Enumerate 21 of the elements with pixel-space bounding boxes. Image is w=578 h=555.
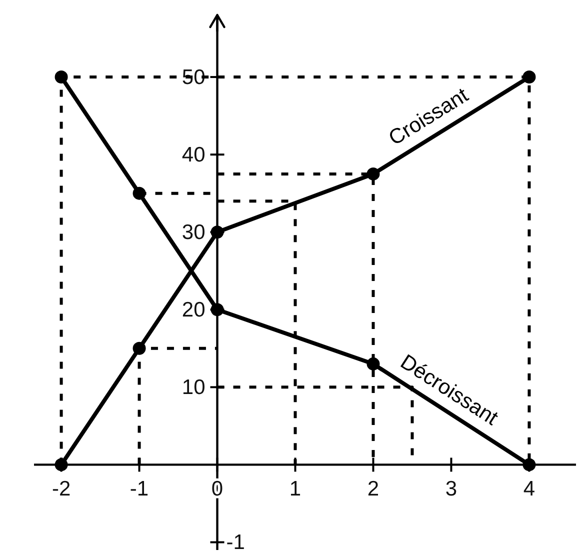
point (132, 186, 146, 200)
x-tick-label: -2 (52, 478, 71, 501)
point (132, 342, 146, 355)
y-tick-label: 30 (182, 220, 206, 244)
point (366, 357, 380, 370)
point (522, 70, 536, 84)
x-tick-label: 2 (367, 478, 380, 501)
x-tick-label: -1 (130, 478, 149, 501)
point (54, 458, 68, 472)
annotation: -1 (226, 530, 245, 554)
x-tick-label: 1 (289, 478, 302, 501)
x-tick-label: 4 (523, 478, 536, 501)
y-tick-label: 10 (182, 376, 206, 399)
x-tick-label: 3 (445, 478, 458, 501)
point (522, 458, 536, 472)
point (210, 226, 224, 239)
point (366, 167, 380, 180)
y-tick-label: 20 (182, 298, 206, 322)
y-tick-label: 40 (182, 143, 206, 166)
point (210, 303, 224, 316)
point (54, 70, 68, 84)
